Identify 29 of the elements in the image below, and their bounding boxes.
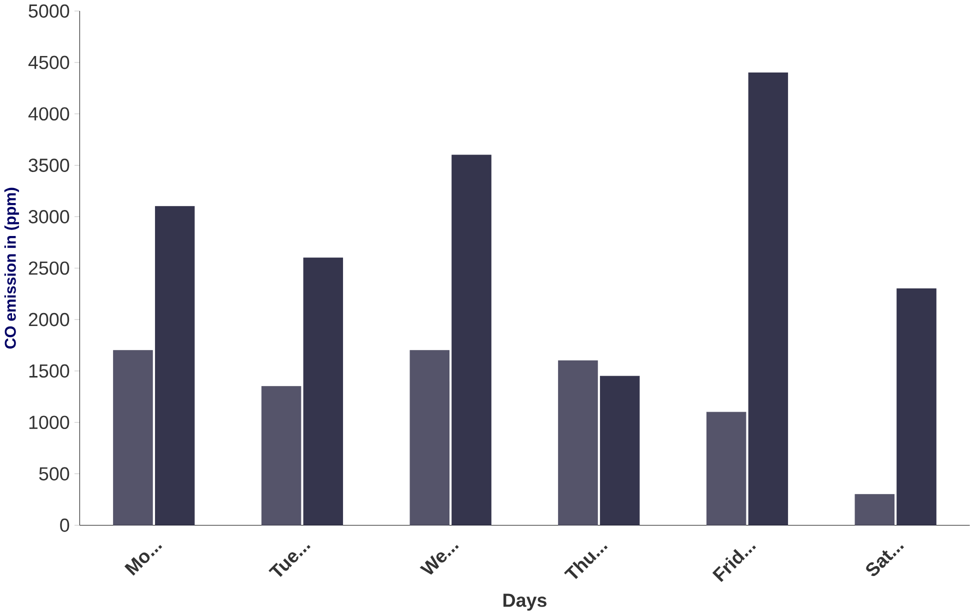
- bar: [706, 412, 746, 526]
- y-tick-label: 1500: [29, 364, 70, 378]
- x-tick-label: Sat...: [866, 545, 904, 576]
- bar: [600, 376, 640, 526]
- y-tick-label: 4500: [28, 56, 70, 70]
- y-tick-label: 500: [39, 467, 70, 480]
- y-tick-label: 3000: [28, 210, 70, 224]
- y-tick-label: 2500: [28, 261, 70, 275]
- bar: [452, 154, 492, 526]
- y-axis-title: CO emission in (ppm): [4, 188, 19, 349]
- x-tick-label: Mo...: [124, 545, 162, 576]
- y-tick-label: 2000: [28, 312, 70, 326]
- bar: [896, 288, 936, 526]
- bar: [303, 258, 344, 526]
- x-tick-label: Tue...: [268, 545, 310, 577]
- y-tick-label: 5000: [28, 4, 70, 18]
- y-tick-label: 4000: [28, 107, 70, 121]
- y-tick-label: 3500: [28, 158, 70, 172]
- x-axis-title: Days: [503, 594, 546, 611]
- bar: [854, 494, 895, 526]
- bar: [748, 72, 788, 526]
- bar: [261, 386, 302, 526]
- y-tick-label: 1000: [29, 416, 70, 430]
- bar: [154, 206, 195, 526]
- bar: [558, 360, 598, 526]
- bar: [113, 350, 153, 526]
- bar: [410, 350, 450, 526]
- x-tick-label: We...: [420, 545, 459, 575]
- y-tick-label: 0: [60, 518, 70, 532]
